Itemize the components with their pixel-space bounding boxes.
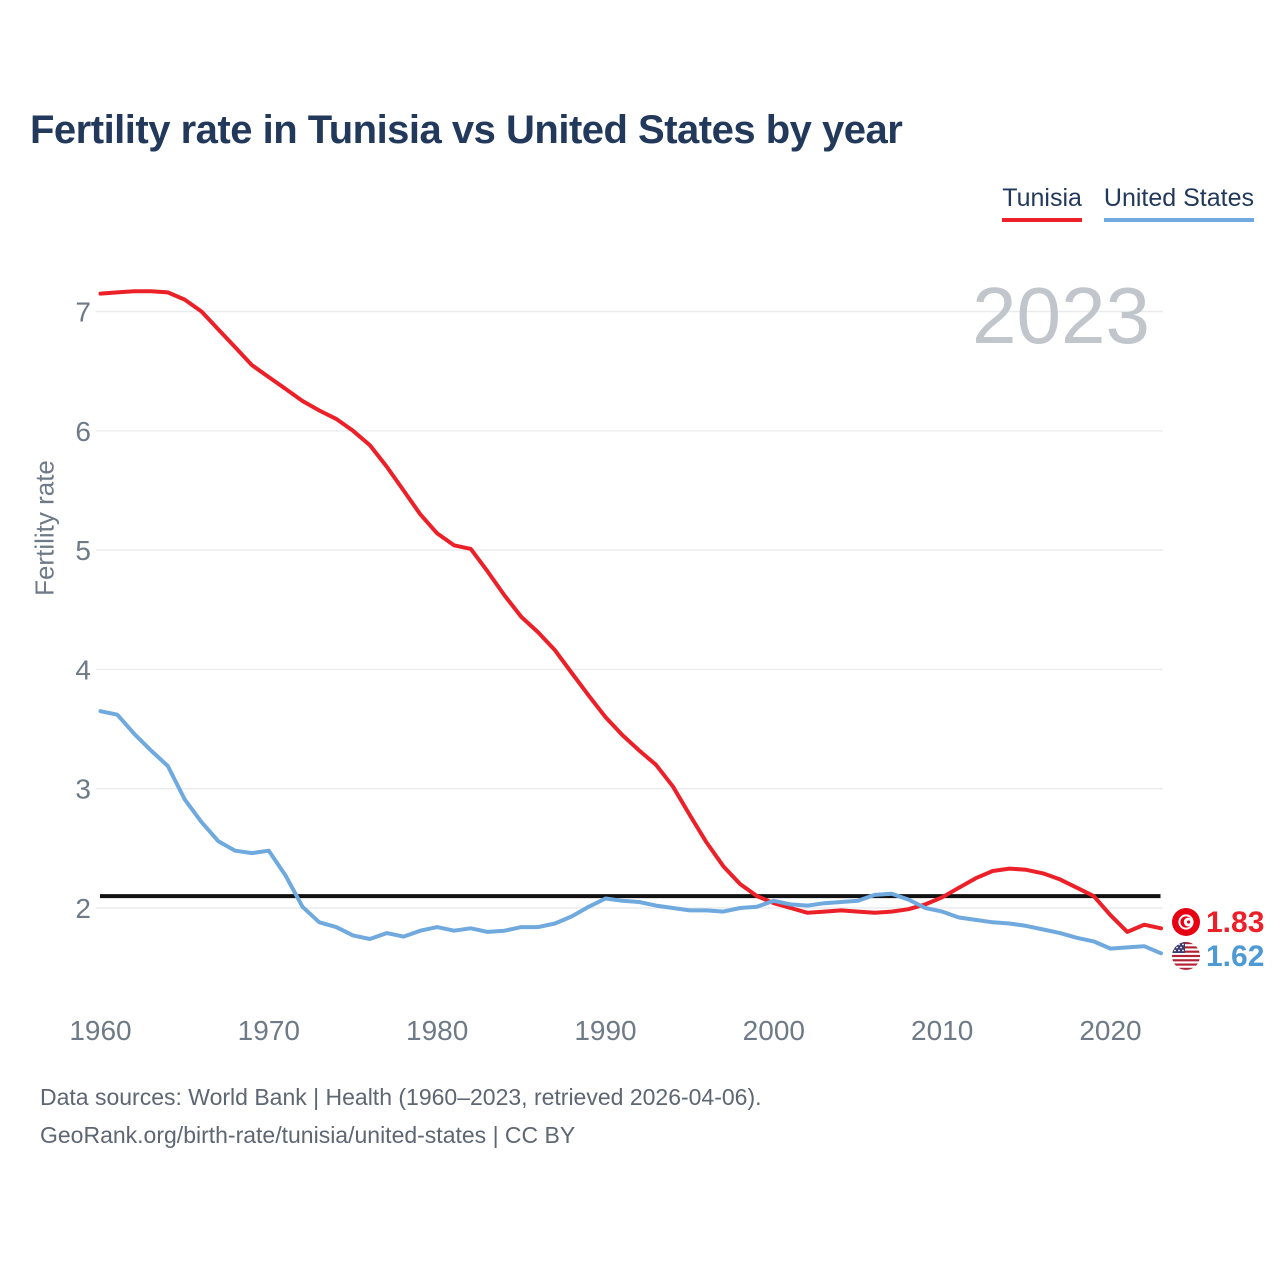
svg-text:2: 2 (75, 893, 91, 924)
footer-data-sources: Data sources: World Bank | Health (1960–… (40, 1084, 762, 1110)
svg-text:2000: 2000 (743, 1015, 805, 1046)
legend-label-tunisia: Tunisia (1002, 184, 1082, 212)
page-title: Fertility rate in Tunisia vs United Stat… (30, 108, 903, 152)
svg-text:1980: 1980 (406, 1015, 468, 1046)
svg-text:2020: 2020 (1079, 1015, 1141, 1046)
svg-text:3: 3 (75, 774, 91, 805)
svg-text:1990: 1990 (574, 1015, 636, 1046)
year-watermark: 2023 (972, 271, 1150, 360)
us-flag-icon (1172, 942, 1200, 970)
legend-label-united-states: United States (1103, 184, 1254, 212)
legend: Tunisia United States (1002, 184, 1254, 222)
svg-text:4: 4 (75, 654, 91, 685)
x-axis-ticks: 1960 1970 1980 1990 2000 2010 2020 (69, 1015, 1141, 1046)
svg-text:1970: 1970 (238, 1015, 300, 1046)
legend-item-united-states[interactable]: United States (1103, 184, 1254, 222)
svg-text:2010: 2010 (911, 1015, 973, 1046)
svg-text:1960: 1960 (69, 1015, 131, 1046)
tunisia-flag-icon (1172, 908, 1200, 936)
footer-attribution: GeoRank.org/birth-rate/tunisia/united-st… (40, 1122, 576, 1148)
footer: Data sources: World Bank | Health (1960–… (40, 1078, 762, 1154)
legend-item-tunisia[interactable]: Tunisia (1002, 184, 1082, 222)
svg-text:7: 7 (75, 297, 91, 328)
svg-text:6: 6 (75, 416, 91, 447)
gridlines (96, 310, 1163, 909)
y-axis-ticks: 7 6 5 4 3 2 (75, 297, 91, 925)
us-line (98, 709, 1163, 956)
tunisia-end-value: 1.83 (1206, 906, 1264, 939)
svg-text:5: 5 (75, 535, 91, 566)
us-end-value: 1.62 (1206, 940, 1264, 973)
tunisia-line (98, 289, 1163, 934)
y-axis-title: Fertility rate (29, 460, 60, 596)
